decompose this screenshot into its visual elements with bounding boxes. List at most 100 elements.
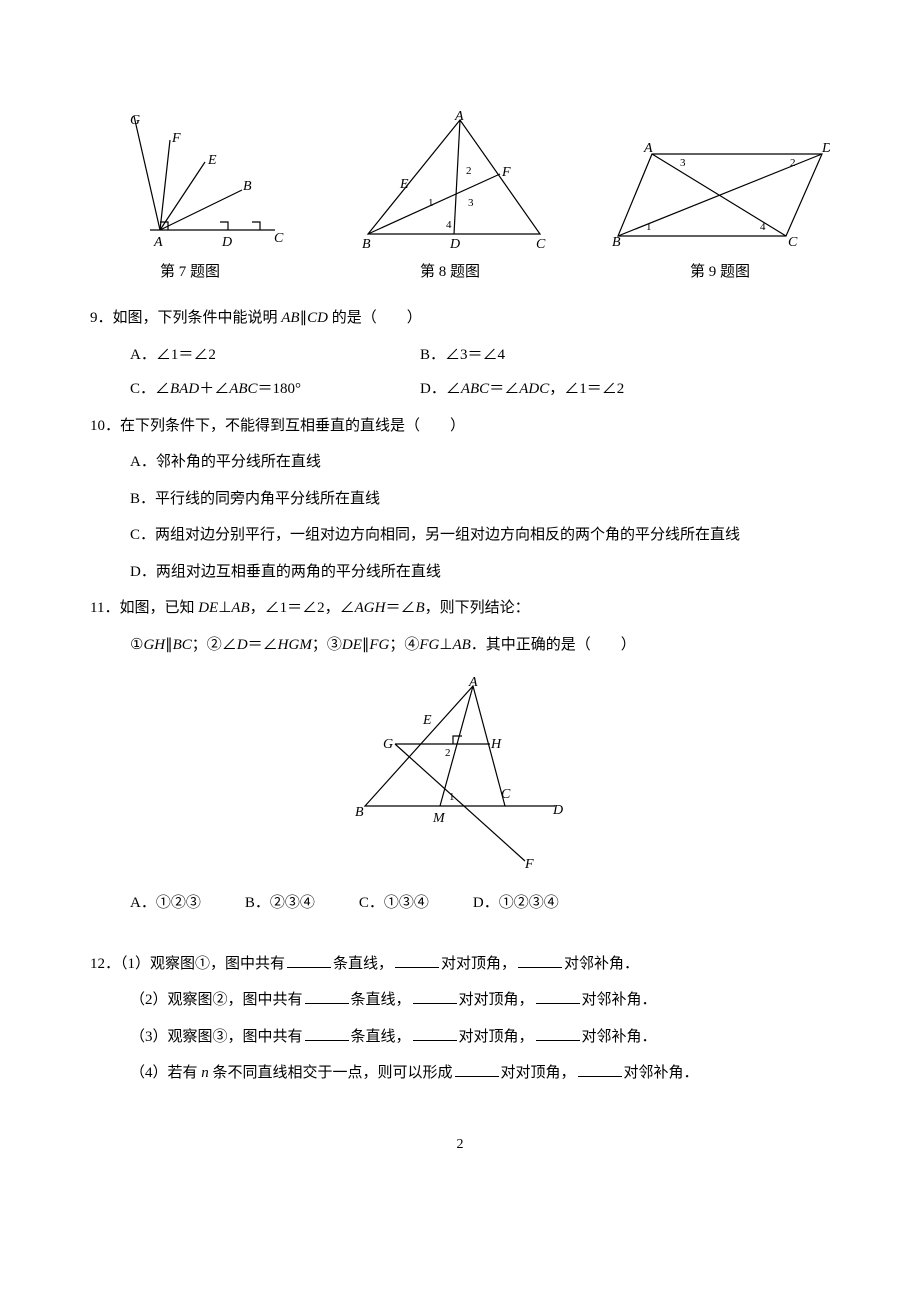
- q11-options: A．①②③ B．②③④ C．①③④ D．①②③④: [90, 886, 830, 921]
- q9-ab: AB: [281, 310, 299, 326]
- caption-7: 第 7 题图: [90, 260, 290, 281]
- fig11-F: F: [524, 857, 534, 872]
- q11-opt-a: A．①②③: [130, 886, 201, 921]
- fig11-M: M: [432, 811, 446, 826]
- page-number: 2: [90, 1137, 830, 1153]
- label-E: E: [207, 153, 217, 168]
- blank: [536, 989, 580, 1004]
- q11-opt-b: B．②③④: [245, 886, 315, 921]
- figure-7: G F E B A D C: [90, 110, 290, 250]
- q9-opts-row2: C．∠BAD＋∠ABC＝180° D．∠ABC＝∠ADC，∠1＝∠2: [90, 372, 830, 407]
- blank: [305, 989, 349, 1004]
- q12n: n: [201, 1065, 209, 1081]
- q12l4d: 对邻补角．: [624, 1065, 699, 1081]
- blank: [305, 1026, 349, 1041]
- blank: [536, 1026, 580, 1041]
- q9c-2: BAD: [170, 381, 199, 397]
- label-C: C: [274, 231, 284, 246]
- q11-opt-c: C．①③④: [359, 886, 429, 921]
- label-D: D: [221, 235, 232, 250]
- q12l2d: 对邻补角．: [582, 992, 657, 1008]
- q12l3a: （3）观察图③，图中共有: [130, 1029, 303, 1045]
- q11s8: B: [415, 600, 424, 616]
- fig11-1: 1: [449, 791, 455, 803]
- q9d-4: ADC: [519, 381, 549, 397]
- q11-opt-d: D．①②③④: [473, 886, 559, 921]
- q12l1c: 对对顶角，: [441, 956, 516, 972]
- q11l2b: ；②∠: [192, 637, 237, 653]
- figure-8: A E F B D C 1 2 3 4: [350, 110, 550, 250]
- q9c-1: C．∠: [130, 381, 170, 397]
- fig11-B: B: [355, 805, 364, 820]
- q11hgm: HGM: [278, 637, 312, 653]
- blank: [413, 989, 457, 1004]
- q11l2d: ；③: [312, 637, 342, 653]
- q10-opt-a: A．邻补角的平分线所在直线: [90, 445, 830, 480]
- q12l2a: （2）观察图②，图中共有: [130, 992, 303, 1008]
- label-D8: D: [449, 237, 460, 250]
- label-A: A: [153, 235, 163, 250]
- q10-opt-d: D．两组对边互相垂直的两角的平分线所在直线: [90, 555, 830, 590]
- q11-line2: ①GH∥BC；②∠D＝∠HGM；③DE∥FG；④FG⊥AB．其中正确的是（ ）: [90, 628, 830, 663]
- q9d-5: ，∠1＝∠2: [549, 381, 624, 397]
- q11ab2: AB: [452, 637, 470, 653]
- fig11-D: D: [552, 803, 563, 818]
- q11s9: ，则下列结论：: [425, 600, 530, 616]
- q11s4: AB: [231, 600, 249, 616]
- blank: [455, 1062, 499, 1077]
- q11fg: FG: [369, 637, 389, 653]
- q12-line3: （3）观察图③，图中共有条直线，对对顶角，对邻补角．: [90, 1020, 830, 1055]
- q9-stem-a: 9．如图，下列条件中能说明: [90, 310, 281, 326]
- label-C8: C: [536, 237, 546, 250]
- q9-opt-d: D．∠ABC＝∠ADC，∠1＝∠2: [420, 372, 624, 407]
- caption-8: 第 8 题图: [350, 260, 550, 281]
- q12l1a: 12．（1）观察图①，图中共有: [90, 956, 285, 972]
- q10-opt-b: B．平行线的同旁内角平分线所在直线: [90, 482, 830, 517]
- q11l2a: ①: [130, 637, 143, 653]
- q11par: ∥: [165, 637, 173, 653]
- q12l1b: 条直线，: [333, 956, 393, 972]
- q11s1: 11．如图，已知: [90, 600, 198, 616]
- blank: [518, 953, 562, 968]
- label-4n: 4: [760, 221, 766, 233]
- label-1n: 1: [646, 221, 652, 233]
- blank: [395, 953, 439, 968]
- label-A9: A: [643, 141, 653, 156]
- q11s5: ，∠1＝∠2，∠: [250, 600, 355, 616]
- q11s2: DE: [198, 600, 218, 616]
- fig11-H: H: [490, 737, 502, 752]
- question-9: 9．如图，下列条件中能说明 AB∥CD 的是（ ）: [90, 301, 830, 336]
- figure-9: A D B C 3 2 1 4: [610, 140, 830, 250]
- figure-11: A E G H B M C D F 1 2: [345, 676, 575, 876]
- blank: [578, 1062, 622, 1077]
- q11s7: ＝∠: [385, 600, 415, 616]
- q11gh: GH: [143, 637, 165, 653]
- label-3n: 3: [680, 157, 686, 169]
- q11d: D: [237, 637, 248, 653]
- figure-caption-row: 第 7 题图 第 8 题图 第 9 题图: [90, 260, 830, 281]
- figure-row: G F E B A D C A E F B D C: [90, 110, 830, 250]
- q11s3: ⊥: [218, 600, 231, 616]
- q9-opts-row1: A．∠1＝∠2 B．∠3＝∠4: [90, 338, 830, 373]
- q11l2e: ；④: [389, 637, 419, 653]
- caption-9: 第 9 题图: [610, 260, 830, 281]
- q11l2f: ．其中正确的是（ ）: [471, 637, 636, 653]
- figure-11-wrap: A E G H B M C D F 1 2: [90, 676, 830, 876]
- q12l1d: 对邻补角．: [564, 956, 639, 972]
- q9-opt-b: B．∠3＝∠4: [420, 338, 505, 373]
- q12l3b: 条直线，: [351, 1029, 411, 1045]
- q9d-3: ＝∠: [489, 381, 519, 397]
- question-11: 11．如图，已知 DE⊥AB，∠1＝∠2，∠AGH＝∠B，则下列结论：: [90, 591, 830, 626]
- q9-opt-a: A．∠1＝∠2: [130, 338, 380, 373]
- question-10: 10．在下列条件下，不能得到互相垂直的直线是（ ）: [90, 409, 830, 444]
- q9c-5: ＝180°: [258, 381, 302, 397]
- label-C9: C: [788, 235, 798, 250]
- q11bc: BC: [173, 637, 192, 653]
- q11de2: DE: [342, 637, 362, 653]
- q9-par: ∥: [300, 310, 308, 326]
- q11fg2: FG: [419, 637, 439, 653]
- label-G: G: [130, 113, 140, 128]
- q9c-4: ABC: [229, 381, 257, 397]
- q12l4b: 条不同直线相交于一点，则可以形成: [209, 1065, 453, 1081]
- label-B8: B: [362, 237, 371, 250]
